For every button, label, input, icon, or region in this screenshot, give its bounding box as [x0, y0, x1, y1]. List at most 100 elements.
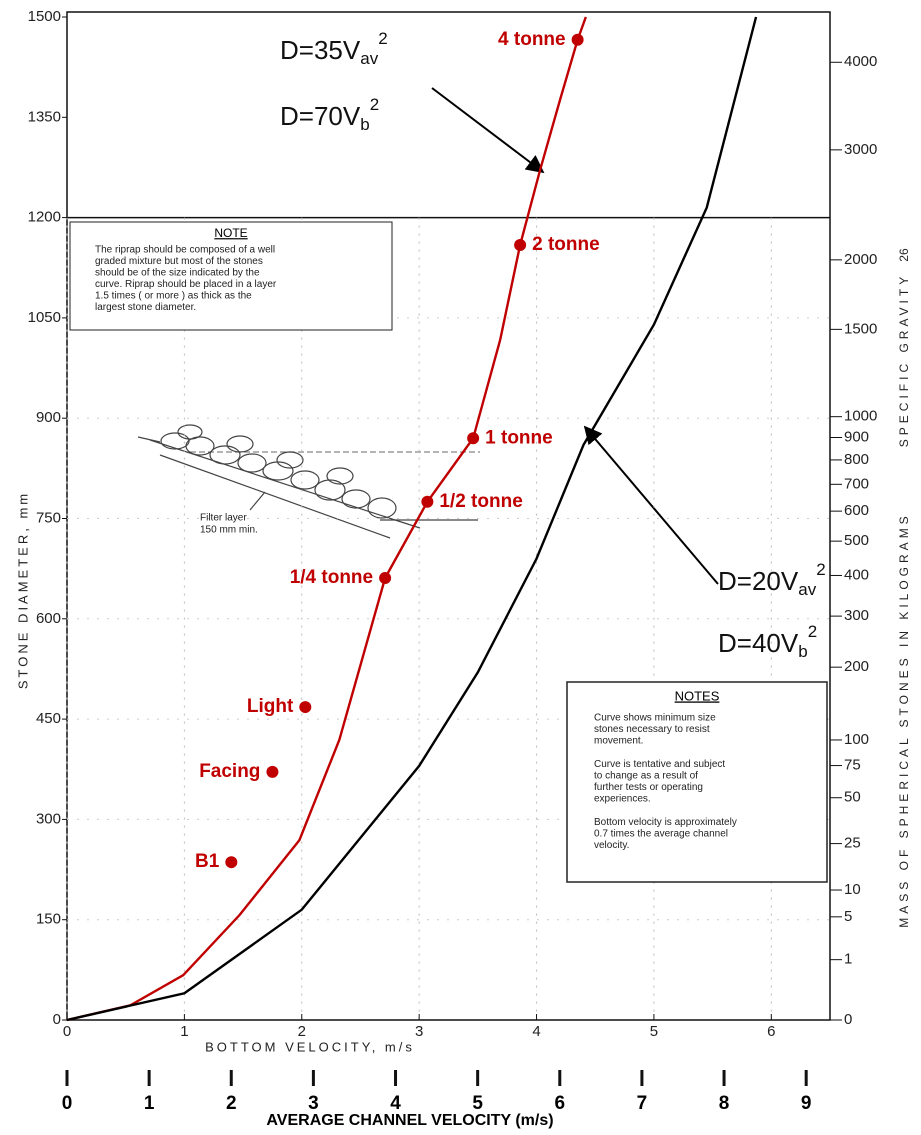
point-label: 1/2 tonne: [439, 491, 522, 512]
y-tick-label: 1500: [28, 8, 61, 25]
point: [266, 765, 279, 778]
x2-axis-title: AVERAGE CHANNEL VELOCITY (m/s): [266, 1112, 553, 1129]
specific-gravity-label: SPECIFIC GRAVITY: [897, 273, 911, 447]
note-line: graded mixture but most of the stones: [95, 256, 263, 267]
y2-tick-label: 25: [844, 835, 861, 852]
point: [379, 572, 392, 585]
y2-tick-label: 3000: [844, 141, 877, 158]
y-tick-label: 150: [36, 911, 61, 928]
formula-main: D=20V: [718, 566, 799, 596]
curve: [66, 16, 758, 1022]
formula-sup: 2: [378, 29, 387, 48]
y2-tick-label: 50: [844, 789, 861, 806]
notes-line: Curve shows minimum size: [594, 713, 716, 724]
x2-tick-label: 7: [637, 1093, 648, 1114]
y2-tick-label: 1500: [844, 320, 877, 337]
point: [299, 701, 312, 714]
notes-line: 0.7 times the average channel: [594, 829, 728, 840]
filter-label: Filter layer: [200, 513, 247, 524]
formula-sub: b: [360, 115, 369, 134]
x-tick-label: 1: [180, 1023, 188, 1040]
note-box: NOTE The riprap should be composed of a w…: [69, 221, 393, 331]
x-tick-label: 2: [298, 1023, 306, 1040]
y2-axis-title: MASS OF SPHERICAL STONES IN KILOGRAMS: [897, 512, 911, 927]
x-tick-label: 5: [650, 1023, 658, 1040]
note-line: The riprap should be composed of a well: [95, 245, 275, 256]
y2-tick-label: 75: [844, 757, 861, 774]
x-tick-label: 3: [415, 1023, 423, 1040]
x-tick-label: 0: [63, 1023, 71, 1040]
x2-tick-label: 4: [390, 1093, 401, 1114]
x-tick-label: 4: [532, 1023, 540, 1040]
formula: D=35Vav2: [280, 29, 388, 68]
y-tick-label: 1200: [28, 209, 61, 226]
formula-sub: av: [798, 580, 816, 599]
y2-tick-label: 900: [844, 428, 869, 445]
notes-line: velocity.: [594, 840, 629, 851]
y2-tick-label: 200: [844, 658, 869, 675]
x2-tick-label: 1: [144, 1093, 155, 1114]
y-tick-label: 1050: [28, 309, 61, 326]
point: [571, 33, 584, 46]
x2-tick-label: 0: [62, 1093, 73, 1114]
y2-tick-label: 4000: [844, 53, 877, 70]
point-label: B1: [195, 851, 220, 872]
y-tick-label: 600: [36, 610, 61, 627]
note-line: largest stone diameter.: [95, 302, 196, 313]
notes-title: NOTES: [675, 688, 720, 703]
x2-tick-label: 6: [554, 1093, 565, 1114]
x2-tick-label: 5: [472, 1093, 483, 1114]
y2-tick-label: 2000: [844, 251, 877, 268]
riprap-illustration: [137, 424, 480, 539]
point-label: Facing: [199, 761, 260, 782]
y-tick-label: 750: [36, 509, 61, 526]
notes-frame: [566, 681, 828, 883]
specific-gravity-value: 26: [897, 248, 911, 262]
formula-sup: 2: [816, 560, 825, 579]
point: [467, 432, 480, 445]
x2-tick-label: 3: [308, 1093, 319, 1114]
y2-tick-label: 400: [844, 566, 869, 583]
formula-sup: 2: [808, 622, 817, 641]
y2-tick-label: 1000: [844, 408, 877, 425]
notes-line: further tests or operating: [594, 782, 703, 793]
formula-main: D=40V: [718, 628, 799, 658]
x2-tick-label: 8: [719, 1093, 730, 1114]
y-tick-label: 900: [36, 409, 61, 426]
point: [421, 495, 434, 508]
y2-tick-label: 10: [844, 881, 861, 898]
y-tick-label: 300: [36, 810, 61, 827]
notes-line: to change as a result of: [594, 771, 698, 782]
notes-line: Curve is tentative and subject: [594, 759, 725, 770]
filter-label: 150 mm min.: [200, 525, 258, 536]
notes-line: Bottom velocity is approximately: [594, 817, 737, 828]
formula: D=20Vav2: [718, 560, 826, 599]
formula-sub: b: [798, 642, 807, 661]
formula: D=70Vb2: [280, 95, 379, 134]
y2-tick-label: 600: [844, 502, 869, 519]
note-line: should be of the size indicated by the: [95, 268, 260, 279]
point-label: Light: [247, 696, 294, 717]
point-label: 2 tonne: [532, 234, 600, 255]
y2-tick-label: 0: [844, 1011, 852, 1028]
y2-tick-label: 800: [844, 451, 869, 468]
formula-sup: 2: [370, 95, 379, 114]
formula: D=40Vb2: [718, 622, 817, 661]
formula-main: D=35V: [280, 35, 361, 65]
y-tick-label: 0: [53, 1011, 61, 1028]
x-tick-label: 6: [767, 1023, 775, 1040]
x2-tick-label: 2: [226, 1093, 237, 1114]
arrows: [431, 87, 719, 585]
x2-tick-label: 9: [801, 1093, 812, 1114]
formula-sub: av: [360, 49, 378, 68]
y-tick-label: 1350: [28, 108, 61, 125]
y-tick-label: 450: [36, 710, 61, 727]
y-axis-title: STONE DIAMETER, mm: [15, 491, 30, 689]
point-label: 4 tonne: [498, 29, 566, 50]
notes-line: stones necessary to resist: [594, 724, 710, 735]
plot-frame: [66, 11, 831, 1021]
point: [514, 239, 527, 252]
formula-main: D=70V: [280, 101, 361, 131]
